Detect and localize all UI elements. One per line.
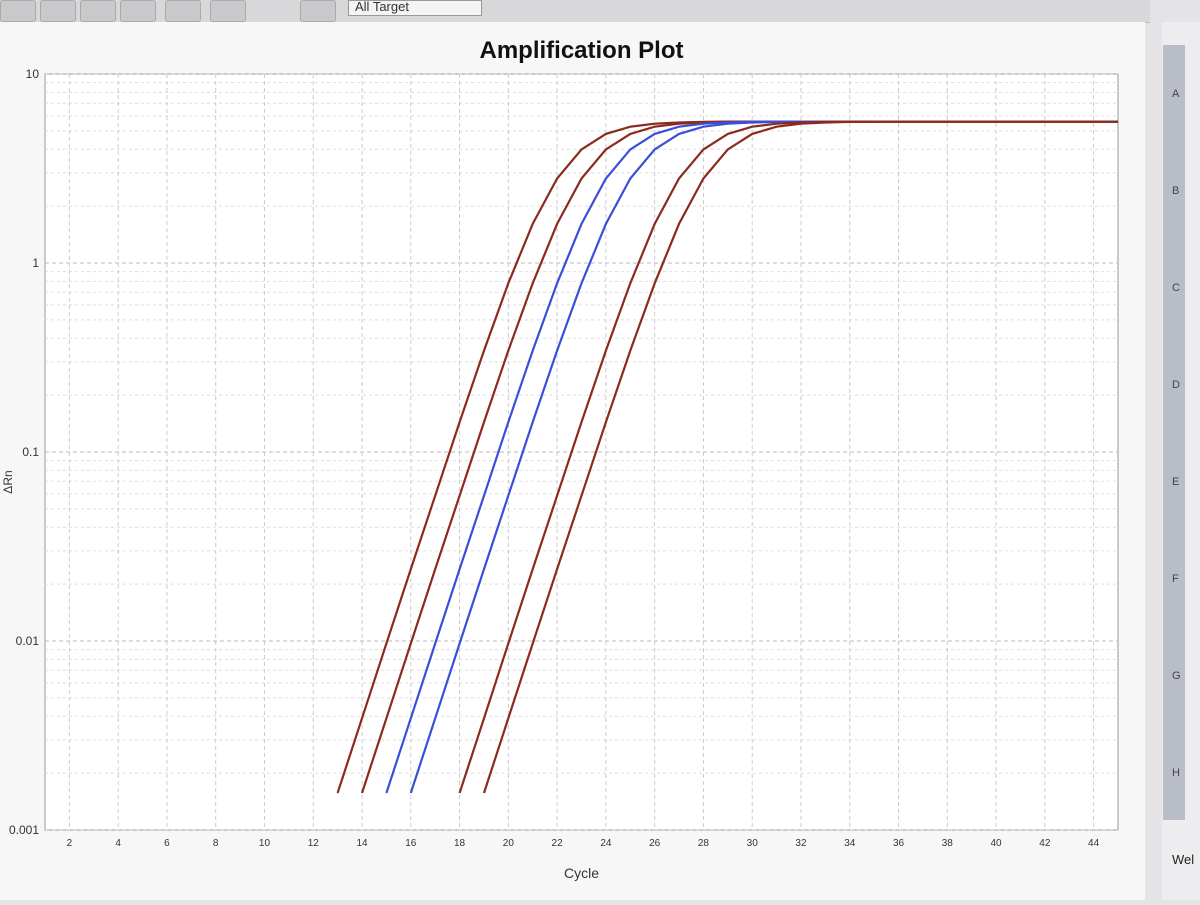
row-label: D xyxy=(1172,379,1180,391)
row-label: A xyxy=(1172,88,1180,100)
x-tick-label: 44 xyxy=(1088,838,1100,849)
x-tick-label: 14 xyxy=(356,838,368,849)
y-axis-label: ΔRn xyxy=(1,470,15,493)
x-tick-label: 24 xyxy=(600,838,612,849)
target-dropdown[interactable]: All Target xyxy=(348,0,482,16)
chart-title: Amplification Plot xyxy=(480,37,684,64)
pan-button[interactable] xyxy=(40,0,76,22)
plot-panel: Amplification Plot Cycle ΔRn 0.001 0.01 0.1 1 1… xyxy=(0,22,1145,900)
x-tick-label: 8 xyxy=(213,838,219,849)
row-label: E xyxy=(1172,476,1180,488)
copy-button[interactable] xyxy=(120,0,156,22)
x-tick-label: 38 xyxy=(942,838,954,849)
well-label: Wel xyxy=(1172,852,1195,867)
x-tick-label: 32 xyxy=(795,838,807,849)
zoom-button[interactable] xyxy=(0,0,36,22)
row-label: C xyxy=(1172,282,1180,294)
target-button[interactable] xyxy=(300,0,336,22)
x-tick-label: 40 xyxy=(991,838,1003,849)
row-label: B xyxy=(1172,185,1180,197)
x-tick-label: 22 xyxy=(552,838,564,849)
print-button[interactable] xyxy=(80,0,116,22)
x-tick-label: 10 xyxy=(259,838,271,849)
x-axis-label: Cycle xyxy=(564,865,599,881)
x-tick-label: 2 xyxy=(67,838,73,849)
y-tick-label: 0.01 xyxy=(16,634,40,648)
x-tick-label: 4 xyxy=(115,838,121,849)
x-tick-label: 12 xyxy=(308,838,320,849)
y-tick-label: 1 xyxy=(32,256,39,270)
row-label: G xyxy=(1172,670,1181,682)
x-tick-label: 34 xyxy=(844,838,856,849)
export-button[interactable] xyxy=(165,0,201,22)
row-label: H xyxy=(1172,767,1180,779)
toolbar: All Target xyxy=(0,0,1150,23)
y-tick-label: 0.001 xyxy=(9,823,39,837)
amplification-curve xyxy=(482,120,1118,794)
x-tick-label: 30 xyxy=(747,838,759,849)
x-tick-label: 6 xyxy=(164,838,170,849)
x-tick-label: 16 xyxy=(405,838,417,849)
x-tick-label: 36 xyxy=(893,838,905,849)
x-tick-label: 42 xyxy=(1039,838,1051,849)
y-tick-label: 10 xyxy=(26,67,40,81)
row-label: F xyxy=(1172,573,1179,585)
well-rows xyxy=(1163,45,1185,820)
chart: Amplification Plot Cycle ΔRn 0.001 0.01 0.1 1 1… xyxy=(1,37,1119,881)
x-tick-label: 28 xyxy=(698,838,710,849)
x-tick-label: 26 xyxy=(649,838,661,849)
x-tick-label: 18 xyxy=(454,838,466,849)
y-tick-label: 0.1 xyxy=(22,445,39,459)
settings-button[interactable] xyxy=(210,0,246,22)
x-tick-label: 20 xyxy=(503,838,515,849)
